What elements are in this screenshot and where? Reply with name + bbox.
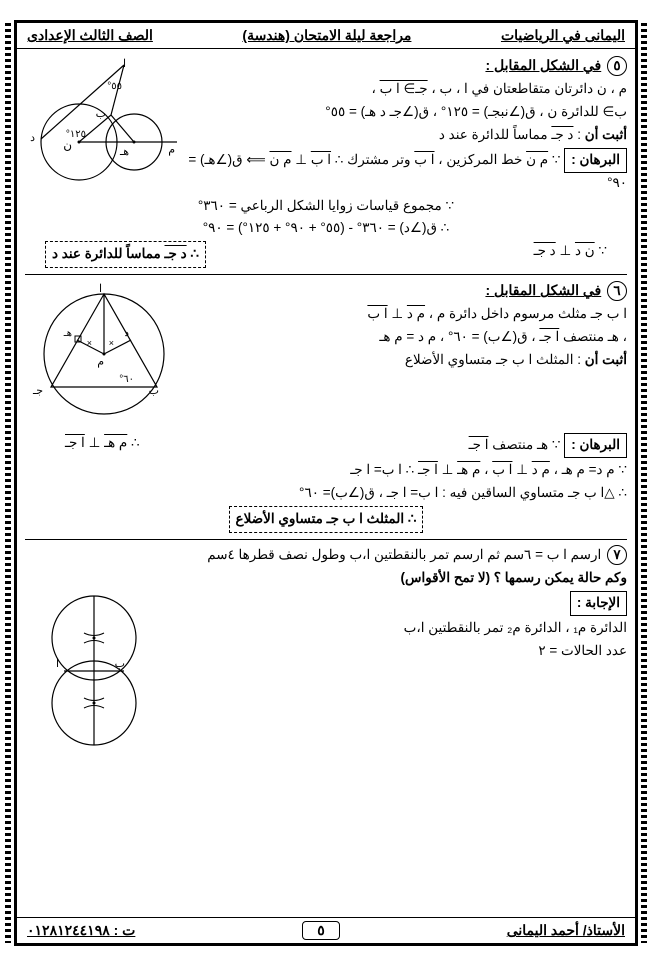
svg-text:×: × (109, 338, 114, 348)
problem-7: ٧ ارسم ا ب = ٦سم ثم ارسم تمر بالنقطتين ا… (25, 543, 627, 762)
page: اليمانى في الرياضيات مراجعة ليلة الامتحا… (14, 20, 638, 946)
footer: الأستاذ/ أحمد اليمانى ٥ ت : ٠١٢٨١٢٤٤١٩٨ (17, 917, 635, 943)
content: ا ب م ن د هـ ٥٥° ١٢٥° ٥ في الشكل المقابل… (17, 49, 635, 770)
svg-text:هـ: هـ (119, 146, 129, 158)
svg-text:ا: ا (123, 58, 126, 70)
border-left (5, 23, 11, 943)
svg-text:ب: ب (96, 108, 106, 120)
q5-title: في الشكل المقابل : (485, 57, 601, 73)
header-right: اليمانى في الرياضيات (501, 27, 625, 44)
svg-text:م: م (97, 356, 104, 368)
svg-text:١٢٥°: ١٢٥° (66, 129, 86, 140)
figure-6: ا ب جـ م د هـ ٦٠° × × (29, 282, 179, 427)
header: اليمانى في الرياضيات مراجعة ليلة الامتحا… (17, 23, 635, 49)
q7-answer-label: الإجابة : (570, 591, 627, 616)
svg-text:×: × (87, 338, 92, 348)
problem-5: ا ب م ن د هـ ٥٥° ١٢٥° ٥ في الشكل المقابل… (25, 53, 627, 270)
q5-number: ٥ (607, 56, 627, 76)
figure-7: ا ب (29, 583, 159, 758)
svg-text:ب: ب (115, 658, 125, 670)
divider-2 (25, 539, 627, 540)
svg-text:٦٠°: ٦٠° (119, 374, 134, 385)
svg-text:هـ: هـ (63, 328, 72, 339)
svg-text:ب: ب (149, 385, 159, 397)
q5-proof4: ∵ ن د ⊥ د جـ ∴ د جـ مماساً للدائرة عند د (25, 241, 627, 268)
svg-text:د: د (30, 132, 35, 144)
q5-proof2: ∵ مجموع قياسات زوايا الشكل الرباعي = ٣٦٠… (25, 196, 627, 217)
header-center: مراجعة ليلة الامتحان (هندسة) (242, 27, 411, 44)
q5-proof3: ∴ ق(∠د) = ٣٦٠° - (٥٥° + ٩٠° + ١٢٥°) = ٩٠… (25, 218, 627, 239)
q6-proof1: البرهان : ∵ هـ منتصف ا جـ ∴ م هـ ⊥ ا جـ (25, 433, 627, 458)
q6-number: ٦ (607, 281, 627, 301)
svg-text:م: م (168, 144, 175, 156)
q7-line1: ٧ ارسم ا ب = ٦سم ثم ارسم تمر بالنقطتين ا… (25, 545, 627, 566)
figure-5: ا ب م ن د هـ ٥٥° ١٢٥° (29, 57, 184, 187)
q6-title: في الشكل المقابل : (485, 282, 601, 298)
footer-left: ت : ٠١٢٨١٢٤٤١٩٨ (27, 922, 135, 939)
divider-1 (25, 274, 627, 275)
q6-conclusion: ∴ المثلث ا ب جـ متساوي الأضلاع (25, 506, 627, 533)
svg-text:ا: ا (56, 658, 59, 670)
svg-text:د: د (125, 328, 129, 339)
q6-proof3: ∴ △ا ب جـ متساوي الساقين فيه : ا ب= ا جـ… (25, 483, 627, 504)
page-number: ٥ (302, 921, 340, 940)
q6-proof2: ∵ م د= م هـ ، م د ⊥ ا ب ، م هـ ⊥ ا جـ ∴ … (25, 460, 627, 481)
svg-text:ن: ن (63, 138, 72, 152)
svg-text:ا: ا (99, 283, 102, 295)
border-right (641, 23, 647, 943)
header-left: الصف الثالث الإعدادى (27, 27, 153, 44)
svg-text:جـ: جـ (32, 385, 43, 397)
svg-text:٥٥°: ٥٥° (107, 81, 122, 92)
footer-right: الأستاذ/ أحمد اليمانى (507, 922, 625, 939)
problem-6: ا ب جـ م د هـ ٦٠° × × ٦ في الشكل المقابل… (25, 278, 627, 535)
q5-conclusion: ∴ د جـ مماساً للدائرة عند د (45, 241, 206, 268)
